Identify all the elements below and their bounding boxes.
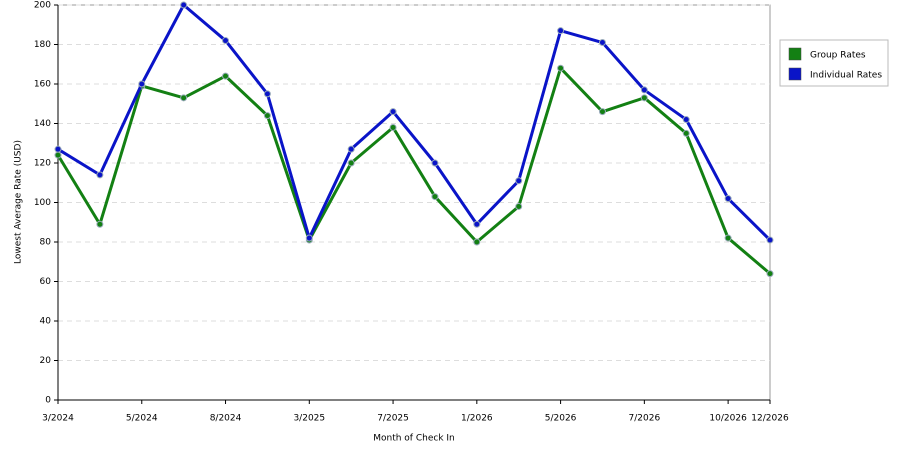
legend-label: Individual Rates xyxy=(810,71,882,81)
data-point xyxy=(96,171,104,179)
data-point xyxy=(515,202,523,210)
x-axis-label: Month of Check In xyxy=(373,434,455,444)
data-point xyxy=(180,1,188,9)
data-point xyxy=(766,270,774,278)
data-point xyxy=(389,108,397,116)
series-line xyxy=(56,66,771,275)
y-tick-label: 120 xyxy=(34,159,51,169)
x-tick-label: 5/2024 xyxy=(126,414,158,424)
data-point xyxy=(724,195,732,203)
x-tick-label: 12/2026 xyxy=(751,414,789,424)
legend-swatch xyxy=(788,67,802,81)
data-point xyxy=(180,94,188,102)
data-point xyxy=(54,151,62,159)
data-point xyxy=(515,177,523,185)
y-tick-label: 200 xyxy=(34,1,51,11)
y-tick-label: 140 xyxy=(34,119,51,129)
data-point xyxy=(222,72,230,80)
data-point xyxy=(96,220,104,228)
legend-label: Group Rates xyxy=(810,51,866,61)
y-tick-label: 80 xyxy=(40,238,52,248)
data-point xyxy=(640,86,648,94)
data-point xyxy=(54,145,62,153)
x-tick-label: 3/2024 xyxy=(42,414,74,424)
data-point xyxy=(222,37,230,45)
data-point xyxy=(724,234,732,242)
data-point xyxy=(473,238,481,246)
y-tick-label: 0 xyxy=(45,396,51,406)
y-tick-label: 160 xyxy=(34,80,51,90)
data-point xyxy=(263,112,271,120)
y-axis-label: Lowest Average Rate (USD) xyxy=(14,140,24,264)
x-tick-label: 8/2024 xyxy=(210,414,242,424)
y-tick-label: 60 xyxy=(40,277,52,287)
data-point xyxy=(431,193,439,201)
data-point xyxy=(682,129,690,137)
data-point xyxy=(347,159,355,167)
data-point xyxy=(557,27,565,35)
data-point xyxy=(138,80,146,88)
x-tick-label: 10/2026 xyxy=(709,414,747,424)
y-tick-label: 180 xyxy=(34,40,51,50)
data-point xyxy=(389,123,397,131)
data-point xyxy=(263,90,271,98)
x-tick-label: 5/2026 xyxy=(545,414,577,424)
data-point xyxy=(473,220,481,228)
y-tick-label: 40 xyxy=(40,317,52,327)
x-tick-label: 7/2026 xyxy=(629,414,661,424)
x-tick-label: 7/2025 xyxy=(377,414,409,424)
y-tick-label: 100 xyxy=(34,198,51,208)
data-point xyxy=(598,108,606,116)
data-point xyxy=(557,64,565,72)
x-tick-label: 1/2026 xyxy=(461,414,493,424)
y-tick-label: 20 xyxy=(40,356,52,366)
x-tick-label: 3/2025 xyxy=(293,414,325,424)
data-point xyxy=(431,159,439,167)
data-point xyxy=(766,236,774,244)
series-line xyxy=(57,3,772,242)
data-point xyxy=(682,116,690,124)
data-point xyxy=(640,94,648,102)
data-point xyxy=(347,145,355,153)
legend-swatch xyxy=(788,47,802,61)
data-point xyxy=(305,234,313,242)
data-point xyxy=(598,39,606,47)
